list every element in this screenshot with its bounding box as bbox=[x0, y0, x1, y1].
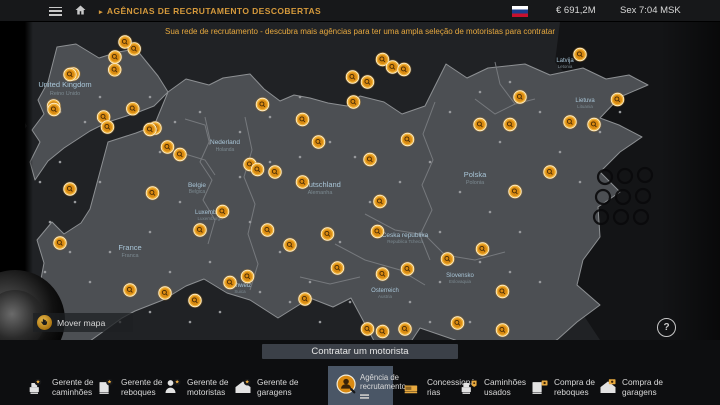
svg-text:Austria: Austria bbox=[378, 294, 393, 299]
svg-text:United Kingdom: United Kingdom bbox=[38, 80, 91, 89]
svg-text:Republica Tcheca: Republica Tcheca bbox=[387, 239, 423, 244]
svg-text:Holanda: Holanda bbox=[216, 147, 235, 153]
svg-text:Belgie: Belgie bbox=[188, 182, 206, 189]
svg-text:Polonia: Polonia bbox=[466, 180, 485, 186]
svg-text:Lituania: Lituania bbox=[577, 104, 593, 109]
svg-text:Belgica: Belgica bbox=[189, 189, 206, 195]
svg-text:Letonia: Letonia bbox=[558, 64, 573, 69]
svg-text:Alemanha: Alemanha bbox=[308, 190, 334, 196]
svg-text:Franca: Franca bbox=[121, 253, 139, 259]
svg-text:Polska: Polska bbox=[464, 170, 487, 179]
svg-text:Reino Unido: Reino Unido bbox=[50, 91, 80, 97]
svg-text:Nederland: Nederland bbox=[210, 139, 240, 146]
svg-text:Eslovaquia: Eslovaquia bbox=[449, 279, 472, 284]
svg-text:France: France bbox=[118, 243, 141, 252]
svg-text:Suica: Suica bbox=[234, 289, 246, 294]
svg-text:Ceska republika: Ceska republika bbox=[382, 232, 429, 239]
